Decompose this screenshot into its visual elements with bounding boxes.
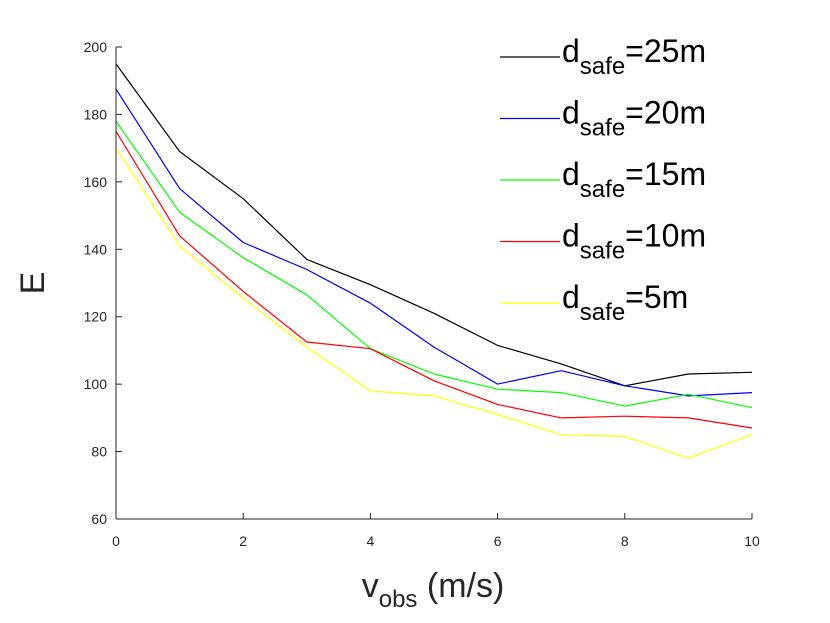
series-line-10m bbox=[115, 130, 753, 429]
legend-label-subscript: safe bbox=[580, 299, 625, 326]
legend-label-subscript: safe bbox=[580, 115, 625, 142]
legend-label-suffix: =20m bbox=[625, 95, 706, 131]
x-axis-title: vobs (m/s) bbox=[362, 567, 505, 613]
legend-label-main: d bbox=[562, 95, 580, 131]
legend-label-suffix: =10m bbox=[625, 218, 706, 254]
series-line-5m bbox=[115, 147, 753, 459]
y-tick-label: 160 bbox=[84, 174, 108, 190]
legend-item-25m: dsafe=25m bbox=[500, 33, 706, 80]
legend-label: dsafe=25m bbox=[562, 33, 706, 80]
x-axis-title-suffix: (m/s) bbox=[417, 567, 504, 605]
x-axis-title-subscript: obs bbox=[379, 586, 418, 613]
x-tick-label: 10 bbox=[744, 533, 760, 549]
y-tick-label: 120 bbox=[84, 309, 108, 325]
axes-layer: 0 2 4 6 8 10 60 80 100 120 140 160 180 200 bbox=[84, 39, 760, 549]
legend-item-10m: dsafe=10m bbox=[500, 218, 706, 265]
legend-label-suffix: =15m bbox=[625, 156, 706, 192]
x-tick-label: 2 bbox=[239, 533, 247, 549]
legend-label-suffix: =5m bbox=[625, 279, 688, 315]
legend-label-subscript: safe bbox=[580, 176, 625, 203]
legend-label-suffix: =25m bbox=[625, 33, 706, 69]
series-line-20m bbox=[115, 88, 753, 397]
x-tick-label: 0 bbox=[112, 533, 120, 549]
x-axis-title-main: v bbox=[362, 567, 379, 605]
legend: dsafe=25mdsafe=20mdsafe=15mdsafe=10mdsaf… bbox=[500, 33, 706, 326]
y-axis-title: E bbox=[14, 272, 52, 295]
y-tick-label: 200 bbox=[84, 39, 108, 55]
x-tick-label: 8 bbox=[621, 533, 629, 549]
y-tick-label: 140 bbox=[84, 241, 108, 257]
x-tick-label: 6 bbox=[494, 533, 502, 549]
series-line-15m bbox=[115, 120, 753, 409]
legend-label-subscript: safe bbox=[580, 238, 625, 265]
series-line-25m bbox=[115, 63, 753, 387]
legend-label: dsafe=15m bbox=[562, 156, 706, 203]
legend-label-main: d bbox=[562, 156, 580, 192]
legend-label-main: d bbox=[562, 218, 580, 254]
legend-item-15m: dsafe=15m bbox=[500, 156, 706, 203]
legend-label-subscript: safe bbox=[580, 53, 625, 80]
legend-item-20m: dsafe=20m bbox=[500, 95, 706, 142]
legend-label: dsafe=5m bbox=[562, 279, 688, 326]
legend-label-main: d bbox=[562, 279, 580, 315]
legend-label: dsafe=10m bbox=[562, 218, 706, 265]
legend-item-5m: dsafe=5m bbox=[500, 279, 688, 326]
y-tick-label: 180 bbox=[84, 106, 108, 122]
x-tick-label: 4 bbox=[367, 533, 375, 549]
y-tick-label: 80 bbox=[91, 444, 107, 460]
series-layer bbox=[115, 63, 753, 459]
y-tick-label: 100 bbox=[84, 376, 108, 392]
legend-label: dsafe=20m bbox=[562, 95, 706, 142]
y-tick-label: 60 bbox=[91, 511, 107, 527]
legend-label-main: d bbox=[562, 33, 580, 69]
